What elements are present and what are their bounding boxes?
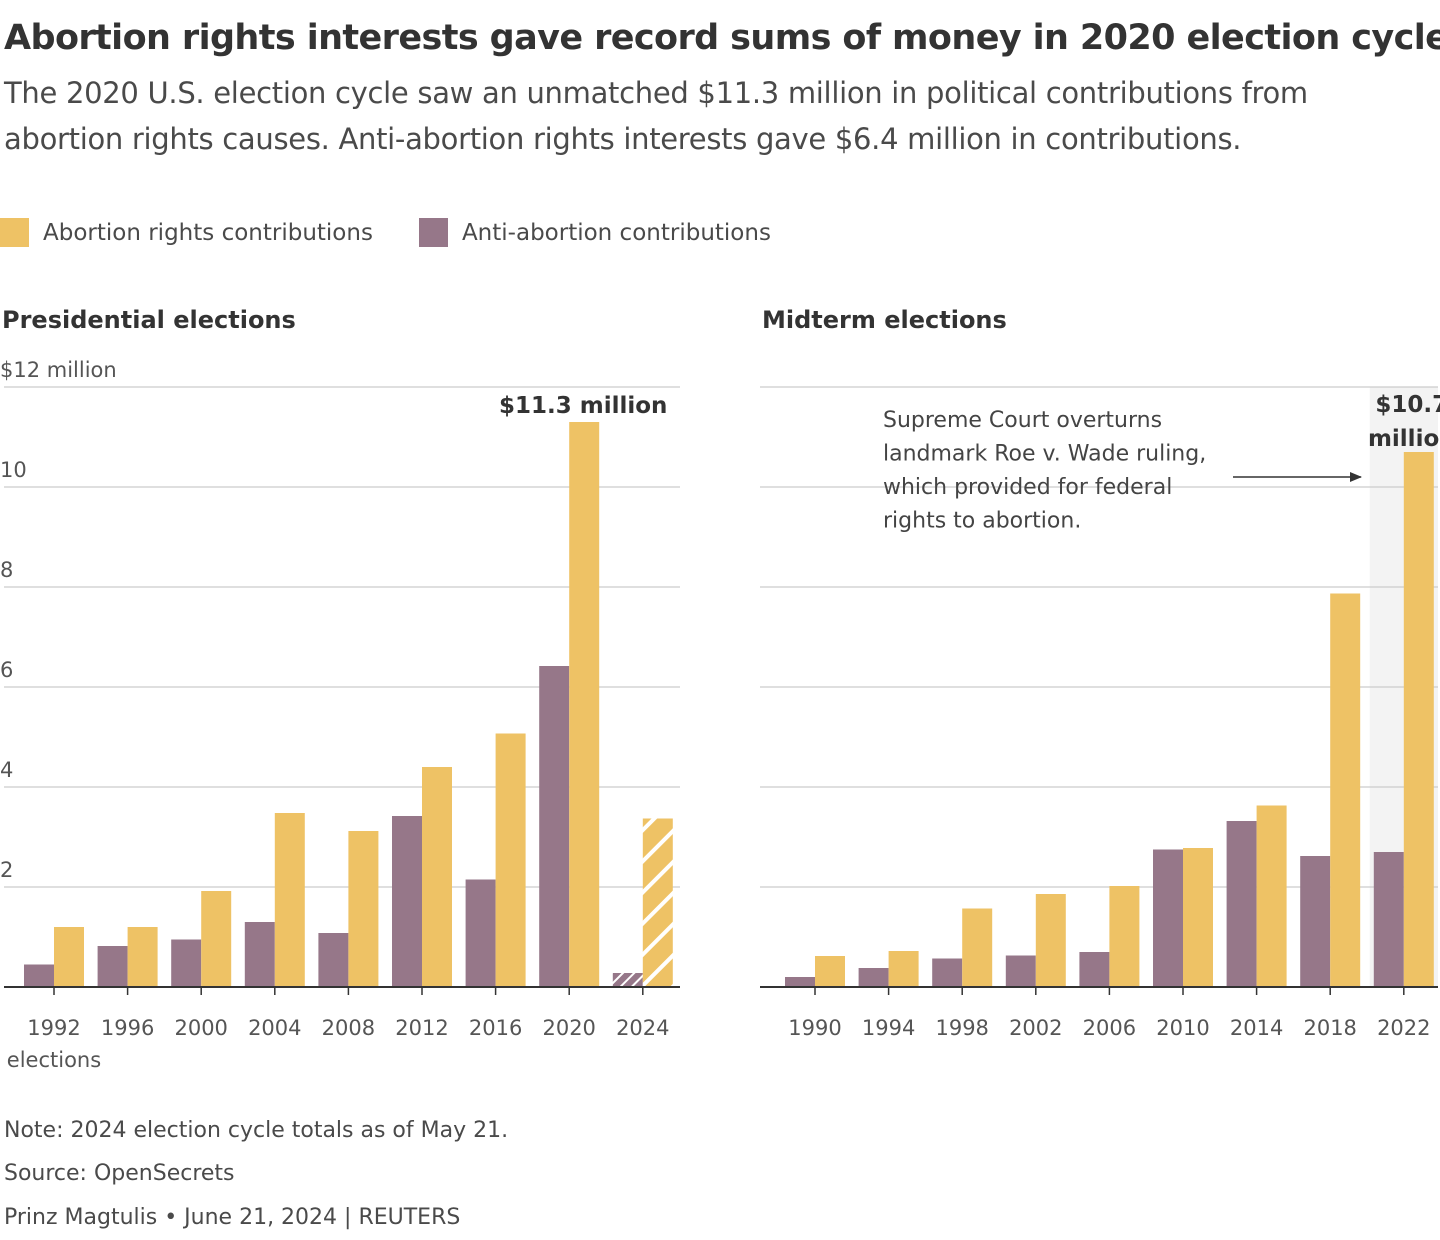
note-line: rights to abortion.: [883, 509, 1081, 534]
x-axis-label: elections: [7, 1048, 101, 1072]
x-tick-label-2014: 2014: [1230, 1016, 1283, 1040]
y-tick-label: $12 million: [0, 358, 117, 382]
presidential-panel-title: Presidential elections: [2, 306, 296, 334]
y-tick-label: 4: [0, 758, 13, 782]
roe-v-wade-note: Supreme Court overturns landmark Roe v. W…: [883, 408, 1206, 534]
y-tick-label: 2: [0, 858, 13, 882]
bar-anti-2002: [1005, 955, 1036, 987]
bar-pro-1994: [888, 951, 919, 987]
bar-charts: 2 4 6 8 10 $12 million 1992 1996 2000 2004 2008 201…: [0, 358, 1440, 1072]
bar-pro-1998: [962, 908, 993, 987]
y-tick-label: 8: [0, 558, 13, 582]
bar-pro-2002: [1035, 894, 1066, 987]
bar-anti-2022: [1373, 852, 1404, 987]
x-tick-label-2020: 2020: [542, 1016, 595, 1040]
bar-anti-2018: [1300, 856, 1331, 987]
note-line: which provided for federal: [883, 475, 1172, 500]
bar-anti-2006: [1079, 952, 1110, 987]
bar-pro-2012: [422, 767, 452, 987]
bar-anti-1998: [932, 958, 963, 987]
x-tick-label-2008: 2008: [322, 1016, 375, 1040]
bar-anti-2008: [318, 933, 349, 987]
note-line: landmark Roe v. Wade ruling,: [883, 442, 1206, 467]
y-tick-label: 10: [0, 458, 27, 482]
bar-anti-2000: [171, 939, 202, 987]
bar-pro-2014: [1256, 805, 1287, 987]
bar-anti-2014: [1226, 821, 1257, 987]
legend-item-abortion-rights: Abortion rights contributions: [0, 218, 373, 247]
x-tick-label-2004: 2004: [248, 1016, 301, 1040]
x-tick-label-1992: 1992: [27, 1016, 80, 1040]
chart-title: Abortion rights interests gave record su…: [4, 18, 1440, 58]
bar-anti-1992: [24, 964, 54, 987]
bar-anti-2012: [392, 816, 422, 987]
bar-anti-2020: [539, 666, 570, 987]
bar-anti-1990: [785, 977, 815, 987]
bar-anti-1996: [97, 946, 128, 987]
bar-pro-2018: [1330, 593, 1361, 987]
bar-pro-1992: [54, 927, 84, 987]
footnote: Note: 2024 election cycle totals as of M…: [4, 1118, 509, 1143]
annotation-2020-peak: $11.3 million: [499, 393, 667, 419]
bar-pro-1990: [815, 956, 845, 987]
bar-pro-2006: [1109, 886, 1140, 987]
x-tick-label-1990: 1990: [788, 1016, 841, 1040]
x-tick-label-1996: 1996: [101, 1016, 154, 1040]
x-tick-label-2002: 2002: [1009, 1016, 1062, 1040]
annotation-line: million: [1368, 426, 1440, 452]
midterm-panel-title: Midterm elections: [762, 306, 1007, 334]
bar-pro-2024: [642, 818, 673, 987]
x-tick-label-2018: 2018: [1303, 1016, 1356, 1040]
midterm-chart: 1990 1994 1998 2002 2006 2010 2014 2018 2022 $10.…: [760, 386, 1440, 1040]
x-tick-label-2022: 2022: [1377, 1016, 1430, 1040]
x-tick-label-2016: 2016: [469, 1016, 522, 1040]
bar-anti-2024: [612, 973, 643, 987]
source-line: Source: OpenSecrets: [4, 1161, 235, 1186]
x-tick-label-2010: 2010: [1156, 1016, 1209, 1040]
bar-pro-2020: [569, 422, 600, 987]
bar-pro-2010: [1183, 848, 1213, 987]
annotation-line: $10.7: [1375, 392, 1440, 418]
annotation-2022-peak: $10.7 million: [1368, 392, 1440, 452]
presidential-chart: 2 4 6 8 10 $12 million 1992 1996 2000 2004 2008 201…: [0, 358, 680, 1072]
bar-pro-2022: [1403, 452, 1434, 987]
x-tick-label-2000: 2000: [174, 1016, 227, 1040]
bar-anti-2004: [244, 922, 275, 987]
note-line: Supreme Court overturns: [883, 408, 1162, 433]
bar-anti-2016: [465, 879, 496, 987]
y-tick-label: 6: [0, 658, 13, 682]
credit-line: Prinz Magtulis • June 21, 2024 | REUTERS: [4, 1205, 461, 1230]
bar-anti-1994: [858, 968, 889, 987]
bar-pro-2000: [201, 891, 232, 987]
legend-swatch-anti-abortion: [418, 218, 448, 247]
x-tick-label-1998: 1998: [935, 1016, 988, 1040]
x-tick-label-2024: 2024: [616, 1016, 669, 1040]
legend-item-anti-abortion: Anti-abortion contributions: [418, 218, 771, 247]
bar-anti-2010: [1153, 849, 1183, 987]
legend: Abortion rights contributions Anti-abort…: [0, 218, 817, 247]
bar-pro-1996: [127, 927, 158, 987]
x-tick-label-2006: 2006: [1083, 1016, 1136, 1040]
legend-label-abortion-rights: Abortion rights contributions: [43, 219, 373, 246]
bar-pro-2004: [274, 813, 305, 987]
x-tick-label-1994: 1994: [862, 1016, 915, 1040]
bar-pro-2016: [495, 733, 526, 987]
x-tick-label-2012: 2012: [395, 1016, 448, 1040]
legend-label-anti-abortion: Anti-abortion contributions: [461, 219, 771, 246]
legend-swatch-abortion-rights: [0, 218, 29, 247]
chart-subtitle: The 2020 U.S. election cycle saw an unma…: [4, 76, 1308, 156]
bar-pro-2008: [348, 831, 379, 987]
